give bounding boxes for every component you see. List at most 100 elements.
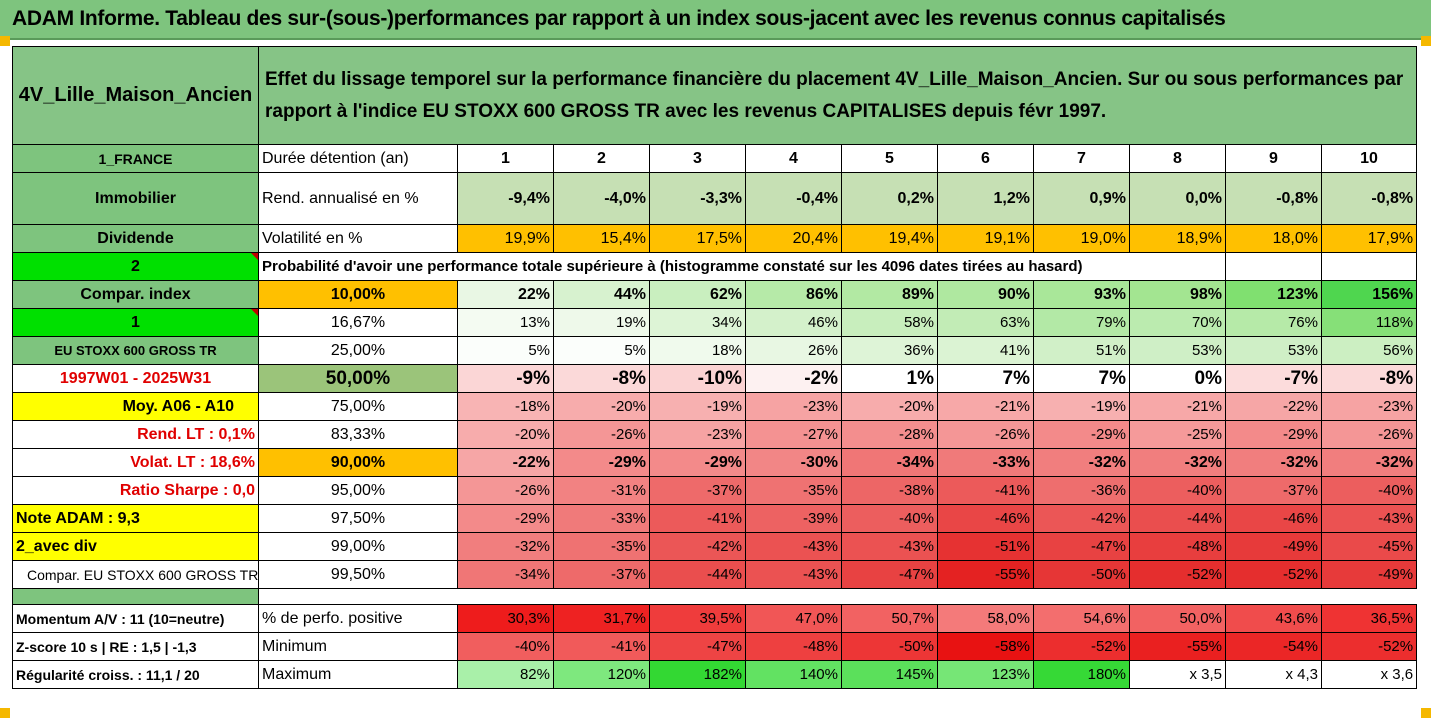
quantile-row: Compar. index 10,00% 22% 44% 62% 86% 89% 90% 93%… xyxy=(12,280,1418,309)
minimum-value: -55% xyxy=(1129,632,1226,661)
title-bar: ADAM Informe. Tableau des sur-(sous-)per… xyxy=(0,0,1431,40)
left-label: Momentum A/V : 11 (10=neutre) xyxy=(12,604,259,633)
spacer-row xyxy=(12,588,1417,605)
quantile-value: -27% xyxy=(745,420,842,449)
pct-pos-value: 30,3% xyxy=(457,604,554,633)
quantile-value: -41% xyxy=(937,476,1034,505)
quantile-row: Moy. A06 - A10 75,00% -18% -20% -19% -23% -20%… xyxy=(12,392,1418,421)
quantile-value: -36% xyxy=(1033,476,1130,505)
empty-cell xyxy=(1320,252,1418,281)
quantile-value: -41% xyxy=(649,504,746,533)
dividende-label: Dividende xyxy=(12,224,259,253)
quantile-label: 97,50% xyxy=(258,504,458,533)
volat-value: 20,4% xyxy=(745,224,842,253)
quantile-value: -37% xyxy=(553,560,650,589)
pct-pos-value: 47,0% xyxy=(745,604,842,633)
rend-value: -0,8% xyxy=(1320,172,1418,225)
quantile-value: -19% xyxy=(1033,392,1130,421)
quantile-value: -47% xyxy=(1033,532,1130,561)
rend-value: -3,3% xyxy=(649,172,746,225)
left-label: Z-score 10 s | RE : 1,5 | -1,3 xyxy=(12,632,259,661)
rend-value: 1,2% xyxy=(937,172,1034,225)
quantile-value: -40% xyxy=(1320,476,1418,505)
quantile-value: 26% xyxy=(745,336,842,365)
year-header: 1 xyxy=(457,144,554,173)
quantile-value: -26% xyxy=(553,420,650,449)
pct-pos-value: 54,6% xyxy=(1033,604,1130,633)
corner-marker-bottom-right xyxy=(1421,708,1431,718)
quantile-value: 76% xyxy=(1225,308,1322,337)
quantile-value: -26% xyxy=(1320,420,1418,449)
quantile-row: Note ADAM : 9,3 97,50% -29% -33% -41% -39% -40… xyxy=(12,504,1418,533)
year-header: 6 xyxy=(937,144,1034,173)
volat-value: 19,9% xyxy=(457,224,554,253)
duree-label: Durée détention (an) xyxy=(258,144,458,173)
volat-value: 19,1% xyxy=(937,224,1034,253)
quantile-value: 89% xyxy=(841,280,938,309)
quantile-row: 1 16,67% 13% 19% 34% 46% 58% 63% 79% 70% 76% 118% xyxy=(12,308,1418,337)
quantile-value: -29% xyxy=(1225,420,1322,449)
quantile-label: 95,00% xyxy=(258,476,458,505)
pct-pos-value: 43,6% xyxy=(1225,604,1322,633)
quantile-value: -31% xyxy=(553,476,650,505)
quantile-value: -42% xyxy=(649,532,746,561)
left-label: Compar. index xyxy=(12,280,259,309)
volat-value: 18,0% xyxy=(1225,224,1322,253)
quantile-value: -8% xyxy=(553,364,650,393)
page-title: ADAM Informe. Tableau des sur-(sous-)per… xyxy=(12,7,1226,30)
minimum-value: -52% xyxy=(1033,632,1130,661)
quantile-value: 1% xyxy=(841,364,938,393)
quantile-label: 10,00% xyxy=(258,280,458,309)
quantile-value: 7% xyxy=(1033,364,1130,393)
year-header: 5 xyxy=(841,144,938,173)
year-header: 3 xyxy=(649,144,746,173)
quantile-value: 93% xyxy=(1033,280,1130,309)
quantile-value: -38% xyxy=(841,476,938,505)
quantile-row: Rend. LT : 0,1% 83,33% -20% -26% -23% -27% -28… xyxy=(12,420,1418,449)
quantile-value: -33% xyxy=(553,504,650,533)
quantile-value: -22% xyxy=(1225,392,1322,421)
quantile-value: -39% xyxy=(745,504,842,533)
quantile-value: -35% xyxy=(745,476,842,505)
quantile-value: 41% xyxy=(937,336,1034,365)
maximum-value: 182% xyxy=(649,660,746,689)
volat-label: Volatilité en % xyxy=(258,224,458,253)
quantile-value: -34% xyxy=(841,448,938,477)
quantile-value: 46% xyxy=(745,308,842,337)
year-header: 4 xyxy=(745,144,842,173)
quantile-value: -20% xyxy=(553,392,650,421)
quantile-value: -32% xyxy=(1320,448,1418,477)
quantile-label: 83,33% xyxy=(258,420,458,449)
quantile-value: -9% xyxy=(457,364,554,393)
minimum-value: -41% xyxy=(553,632,650,661)
minimum-label: Minimum xyxy=(258,632,458,661)
quantile-value: -23% xyxy=(649,420,746,449)
maximum-row: Régularité croiss. : 11,1 / 20 Maximum 82%… xyxy=(12,660,1418,689)
maximum-value: 82% xyxy=(457,660,554,689)
quantile-value: 18% xyxy=(649,336,746,365)
quantile-value: -46% xyxy=(937,504,1034,533)
rend-label: Rend. annualisé en % xyxy=(258,172,458,225)
year-header: 7 xyxy=(1033,144,1130,173)
quantile-value: -32% xyxy=(1225,448,1322,477)
quantile-value: -29% xyxy=(649,448,746,477)
pct-pos-value: 39,5% xyxy=(649,604,746,633)
quantile-label: 25,00% xyxy=(258,336,458,365)
level-two-cell: 2 xyxy=(12,252,259,281)
quantile-value: -32% xyxy=(1033,448,1130,477)
quantile-value: -25% xyxy=(1129,420,1226,449)
quantile-value: -45% xyxy=(1320,532,1418,561)
quantile-value: 0% xyxy=(1129,364,1226,393)
quantile-value: 53% xyxy=(1129,336,1226,365)
quantile-value: 53% xyxy=(1225,336,1322,365)
quantile-value: 44% xyxy=(553,280,650,309)
quantile-value: -30% xyxy=(745,448,842,477)
quantile-value: 56% xyxy=(1320,336,1418,365)
quantile-label: 16,67% xyxy=(258,308,458,337)
quantile-value: -22% xyxy=(457,448,554,477)
minimum-row: Z-score 10 s | RE : 1,5 | -1,3 Minimum -40… xyxy=(12,632,1418,661)
quantile-value: -52% xyxy=(1129,560,1226,589)
quantile-value: -51% xyxy=(937,532,1034,561)
quantile-value: -55% xyxy=(937,560,1034,589)
quantile-row: Compar. EU STOXX 600 GROSS TR 99,50% -34% -… xyxy=(12,560,1418,589)
